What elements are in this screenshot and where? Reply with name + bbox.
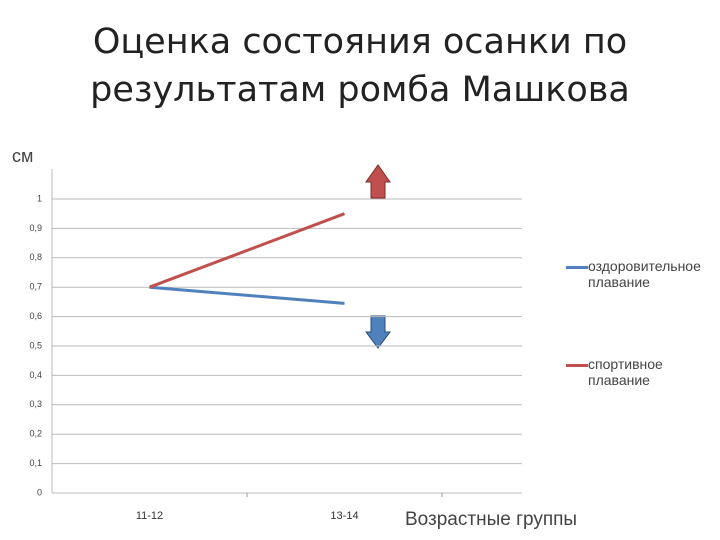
legend-swatch xyxy=(566,266,588,269)
y-axis-label: см xyxy=(12,146,33,166)
y-tick-label: 0,1 xyxy=(29,458,42,468)
y-tick-label: 0,4 xyxy=(29,370,42,380)
legend-swatch xyxy=(566,364,588,367)
y-tick-label: 0,5 xyxy=(29,340,42,350)
y-tick-label: 0,2 xyxy=(29,429,42,439)
up-arrow xyxy=(365,164,391,199)
y-tick-label: 1 xyxy=(37,193,42,203)
series-line xyxy=(148,212,346,289)
y-tick-label: 0,8 xyxy=(29,252,42,262)
down-arrow xyxy=(365,315,391,349)
y-tick-label: 0,3 xyxy=(29,399,42,409)
x-tick-label: 13-14 xyxy=(330,510,358,522)
legend-item: спортивное плавание xyxy=(560,356,720,388)
x-tick-label: 11-12 xyxy=(136,510,163,522)
y-tick-label: 0 xyxy=(37,487,42,497)
legend-item: оздоровительное плавание xyxy=(560,258,720,290)
legend-label: спортивное плавание xyxy=(588,356,663,388)
legend-label: оздоровительное плавание xyxy=(588,258,701,290)
series-line xyxy=(149,285,345,305)
chart-title: Оценка состояния осанки по результатам р… xyxy=(90,22,630,110)
y-tick-label: 0,9 xyxy=(29,223,42,233)
y-tick-label: 0,6 xyxy=(29,311,42,321)
y-tick-label: 0,7 xyxy=(29,282,42,292)
x-axis-label: Возрастные группы xyxy=(405,509,577,530)
